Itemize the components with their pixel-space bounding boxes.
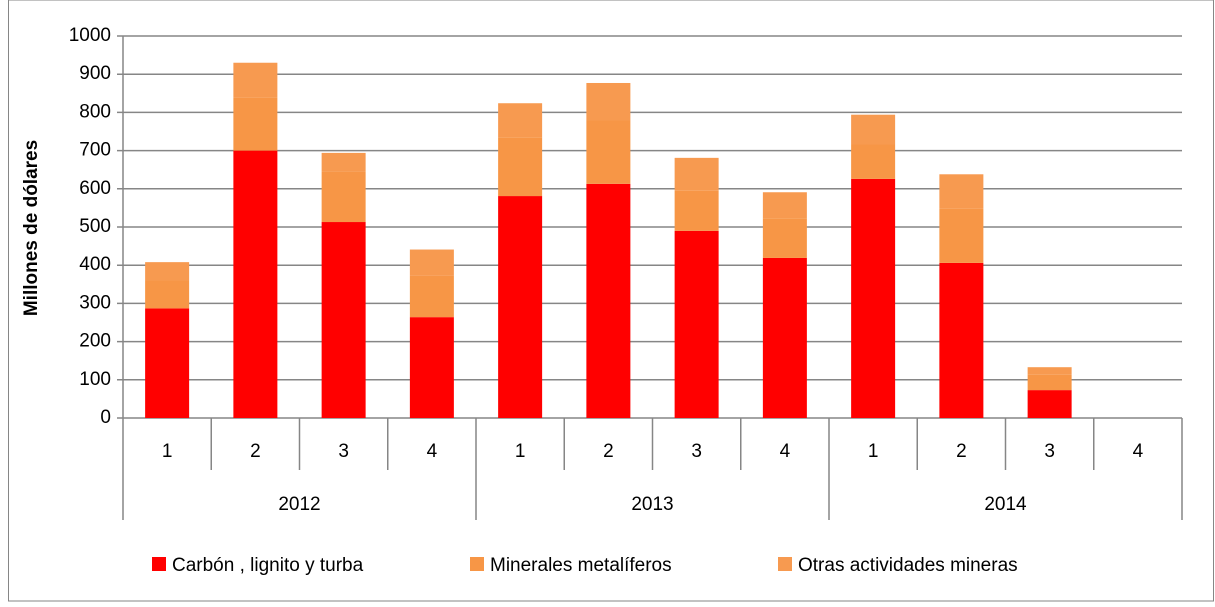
bar-segment <box>409 317 454 418</box>
x-tick-label: 1 <box>515 441 526 462</box>
bar-segment <box>145 308 190 418</box>
y-tick-label: 300 <box>79 292 111 313</box>
bar-segment <box>1027 390 1072 418</box>
y-tick-label: 200 <box>79 331 111 352</box>
y-tick-label: 900 <box>79 63 111 84</box>
x-tick-label: 3 <box>338 441 349 462</box>
bar-segment <box>145 262 190 281</box>
y-tick-label: 600 <box>79 178 111 199</box>
y-tick-label: 800 <box>79 101 111 122</box>
bar-segment <box>498 196 543 418</box>
bar-segment <box>762 257 807 418</box>
x-tick-label: 2 <box>250 441 261 462</box>
bar-segment <box>321 171 366 223</box>
bar-segment <box>762 218 807 258</box>
bar-segment <box>233 97 278 151</box>
x-tick-label: 2 <box>956 441 967 462</box>
x-tick-label: 1 <box>162 441 173 462</box>
bar-segment <box>939 208 984 263</box>
bar-segment <box>674 157 719 191</box>
bar-segment <box>1027 367 1072 375</box>
x-tick-label: 1 <box>868 441 879 462</box>
y-tick-label: 1000 <box>69 25 111 46</box>
bar-segment <box>762 192 807 219</box>
bar-segment <box>321 222 366 418</box>
y-tick-label: 700 <box>79 140 111 161</box>
bar-segment <box>586 183 631 418</box>
y-axis-label: Millones de dólares <box>21 140 42 316</box>
bar-segment <box>586 120 631 184</box>
group-label: 2013 <box>631 494 673 515</box>
bar-segment <box>586 82 631 121</box>
bar-segment <box>233 62 278 98</box>
bar-segment <box>498 137 543 197</box>
x-tick-label: 3 <box>1044 441 1055 462</box>
bar-segment <box>498 103 543 138</box>
x-tick-label: 2 <box>603 441 614 462</box>
legend-swatch <box>778 557 792 571</box>
bar-segment <box>409 275 454 318</box>
bar-segment <box>409 249 454 276</box>
bar-segment <box>939 174 984 209</box>
bar-segment <box>939 262 984 418</box>
x-tick-label: 4 <box>427 441 438 462</box>
y-tick-label: 0 <box>100 407 111 428</box>
y-tick-label: 500 <box>79 216 111 237</box>
legend-swatch <box>152 557 166 571</box>
bar-segment <box>145 280 190 309</box>
bar-segment <box>851 144 896 179</box>
bar-segment <box>1027 374 1072 391</box>
x-tick-label: 3 <box>691 441 702 462</box>
bar-segment <box>851 114 896 145</box>
legend-swatch <box>470 557 484 571</box>
bar-segment <box>674 190 719 231</box>
bar-segment <box>233 150 278 418</box>
legend-label: Otras actividades mineras <box>798 555 1018 576</box>
group-label: 2012 <box>278 494 320 515</box>
bar-segment <box>851 178 896 418</box>
group-label: 2014 <box>984 494 1027 515</box>
bar-segment <box>674 230 719 418</box>
bar-segment <box>321 152 366 172</box>
y-tick-label: 100 <box>79 369 111 390</box>
x-tick-label: 4 <box>1133 441 1144 462</box>
legend-label: Minerales metalíferos <box>490 555 672 576</box>
y-tick-label: 400 <box>79 254 111 275</box>
legend-label: Carbón , lignito y turba <box>172 555 364 576</box>
x-tick-label: 4 <box>780 441 791 462</box>
